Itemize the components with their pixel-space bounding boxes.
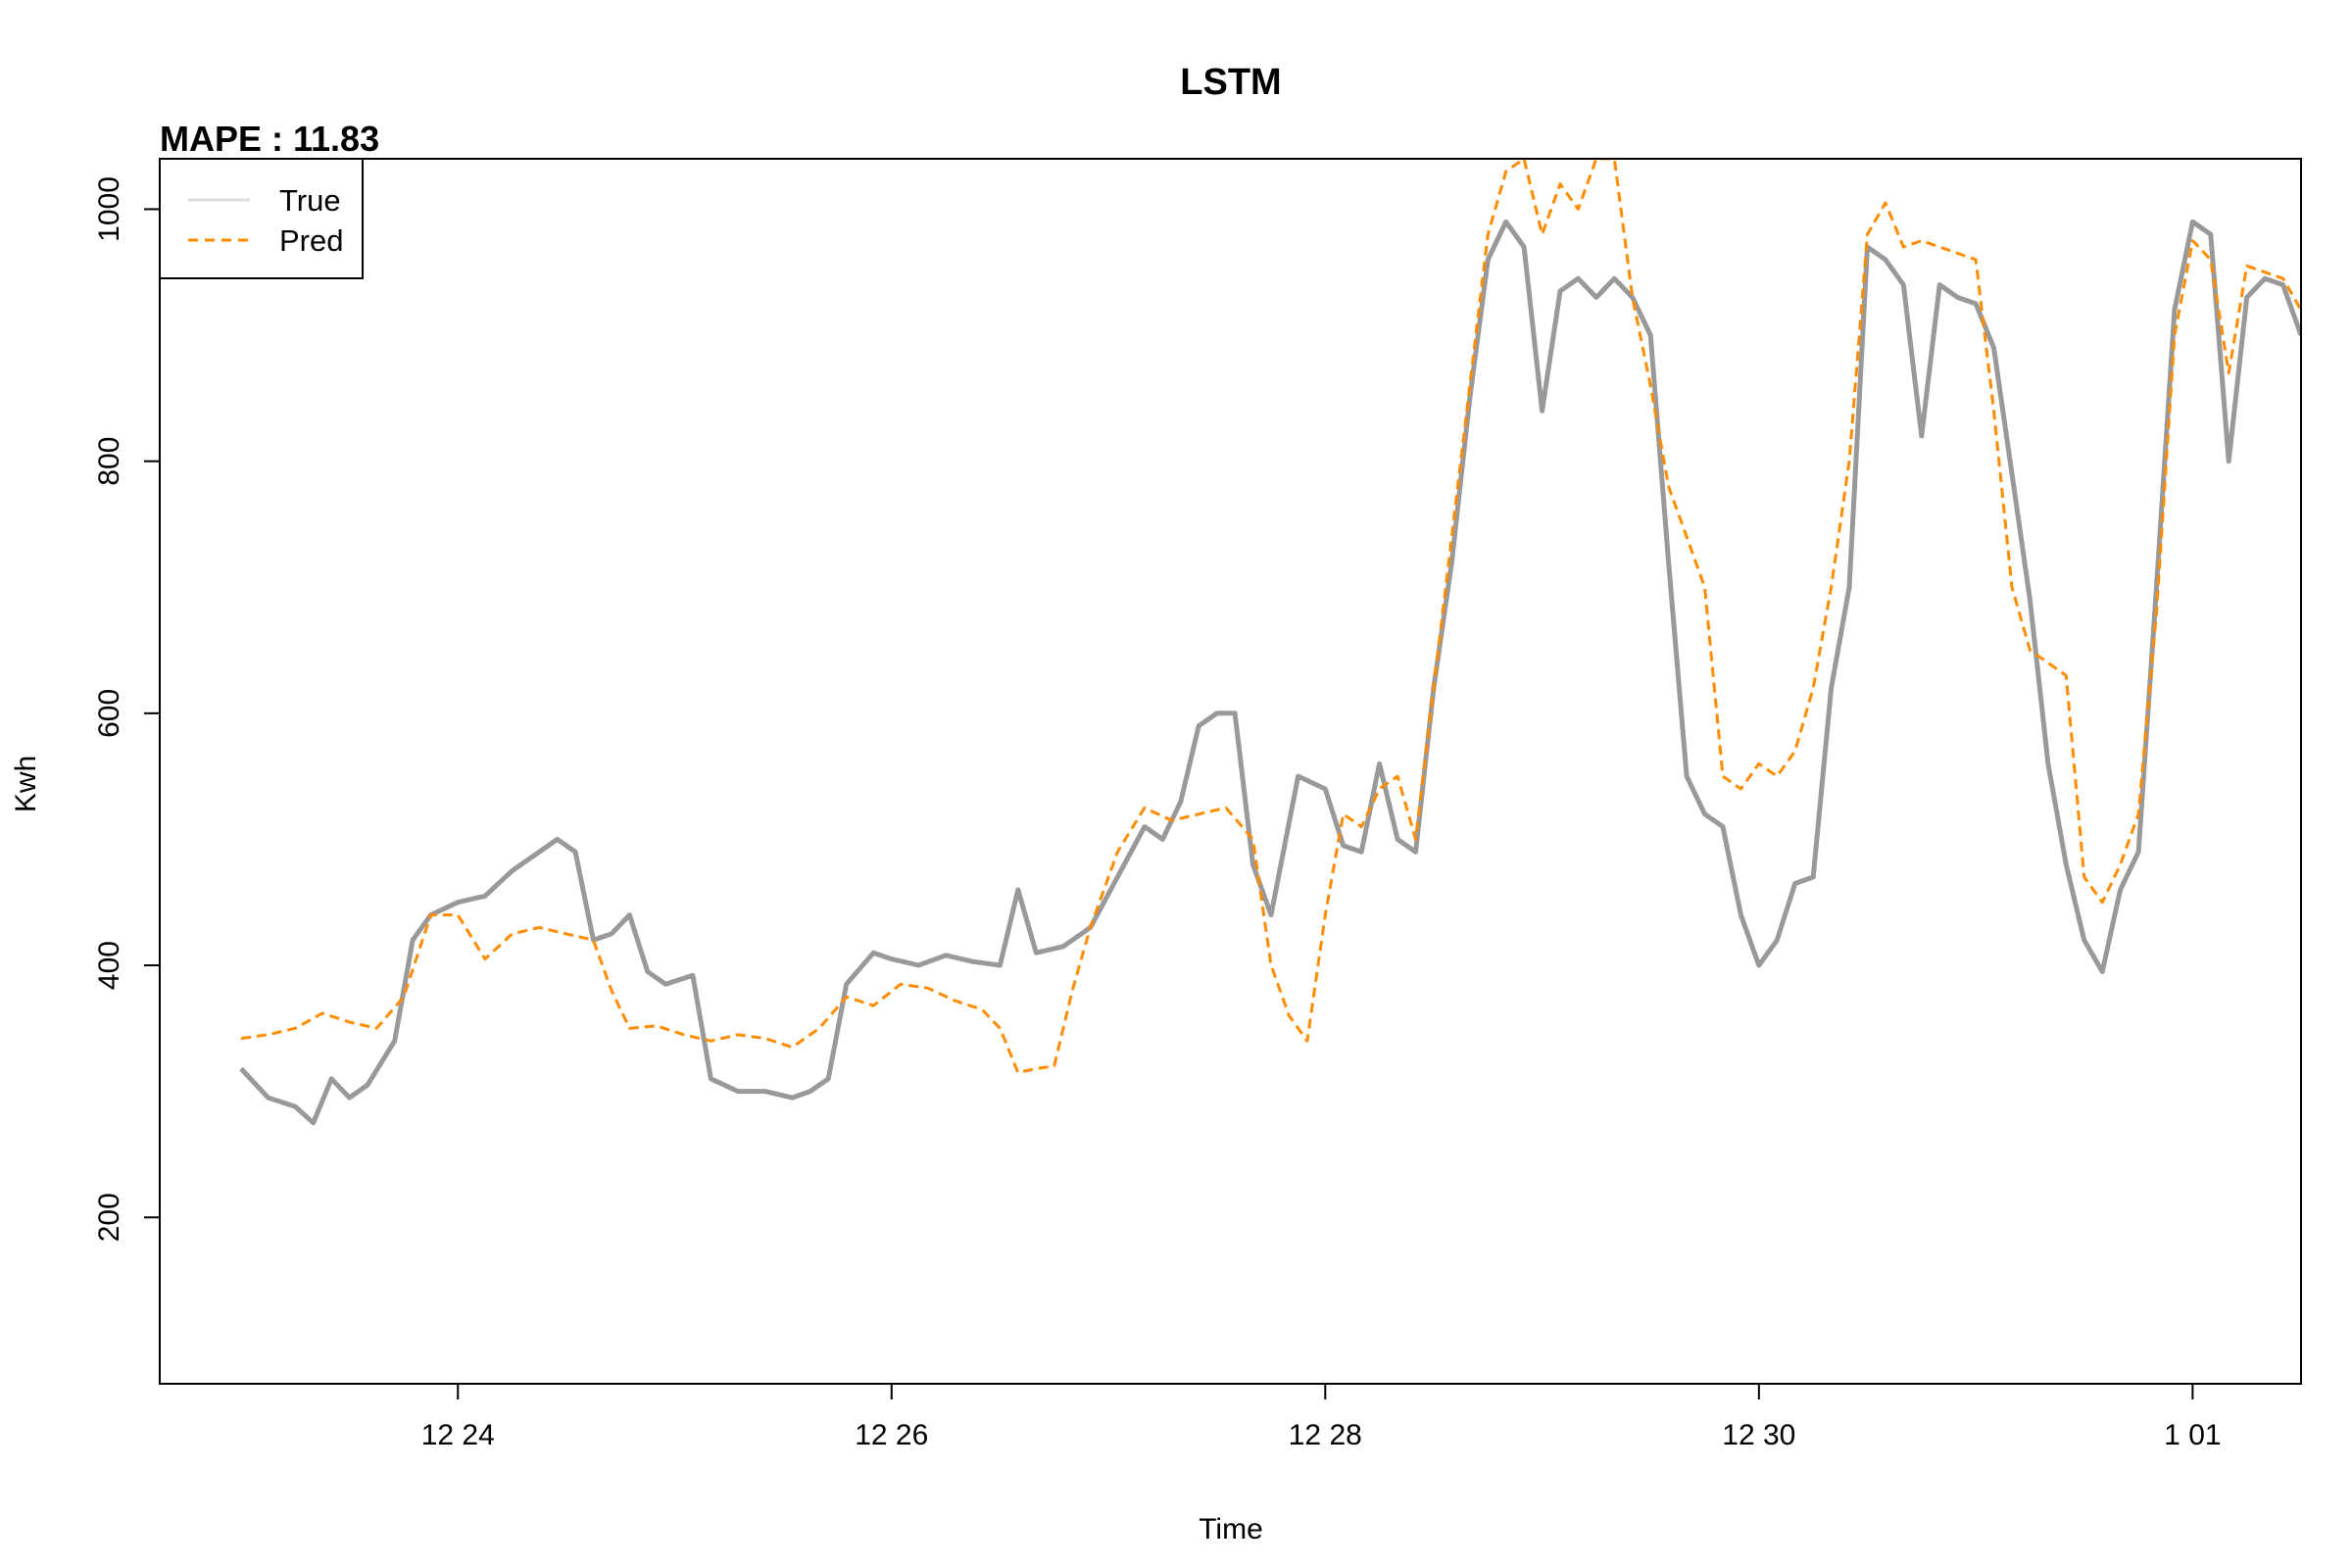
legend-pred-label: Pred bbox=[279, 223, 343, 258]
plot-frame bbox=[159, 158, 2302, 1385]
legend: True Pred bbox=[159, 158, 364, 279]
x-tick-label: 12 30 bbox=[1722, 1419, 1795, 1451]
y-tick-label: 400 bbox=[93, 941, 125, 990]
series-line-pred bbox=[240, 159, 2301, 1074]
legend-box bbox=[159, 158, 364, 279]
y-tick-label: 600 bbox=[93, 689, 125, 738]
y-tick-label: 800 bbox=[93, 437, 125, 486]
y-tick-label: 200 bbox=[93, 1193, 125, 1242]
y-axis-label: Kwh bbox=[10, 756, 42, 812]
series-line-true bbox=[239, 219, 2301, 1126]
x-tick-label: 1 01 bbox=[2164, 1419, 2221, 1451]
x-tick-label: 12 26 bbox=[855, 1419, 928, 1451]
legend-true-label: True bbox=[279, 183, 341, 218]
x-axis-label: Time bbox=[1199, 1513, 1263, 1545]
y-tick-label: 1000 bbox=[93, 176, 125, 242]
series-layer bbox=[239, 159, 2301, 1126]
chart-subtitle: MAPE : 11.83 bbox=[160, 119, 379, 159]
y-axis: 200 400 600 800 1000 bbox=[93, 176, 161, 1242]
x-axis: 12 24 12 26 12 28 12 30 1 01 bbox=[421, 1383, 2222, 1451]
chart-title: LSTM bbox=[1180, 62, 1281, 103]
x-tick-label: 12 24 bbox=[421, 1419, 495, 1451]
x-tick-label: 12 28 bbox=[1289, 1419, 1362, 1451]
